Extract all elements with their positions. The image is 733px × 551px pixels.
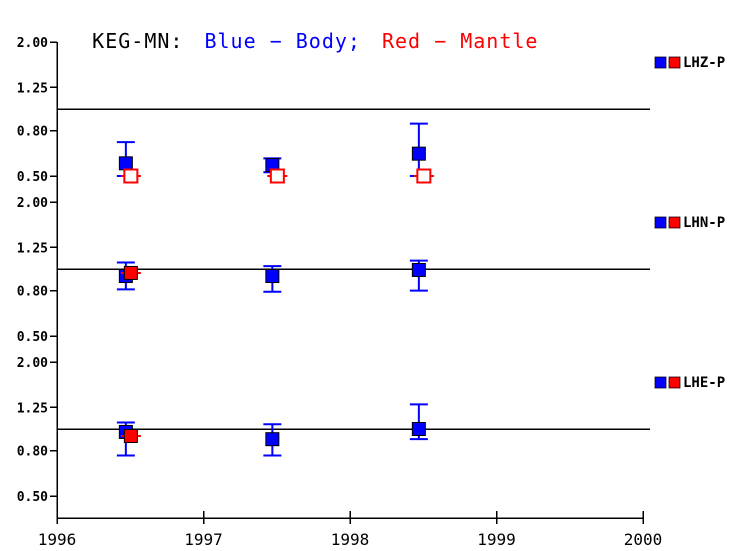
legend-label: LHN-P <box>683 215 725 231</box>
x-tick-label: 1997 <box>184 530 223 549</box>
legend-label: LHE-P <box>683 375 725 391</box>
x-tick-label: 1999 <box>477 530 516 549</box>
body-marker <box>411 146 426 161</box>
legend-mantle-swatch <box>668 56 681 69</box>
legend-body-swatch <box>654 216 667 229</box>
body-marker <box>411 422 426 436</box>
chart-title: KEG-MN: Blue − Body; Red − Mantle <box>40 5 538 77</box>
y-tick-label: 0.80 <box>17 445 48 460</box>
mantle-marker <box>123 168 139 184</box>
body-marker <box>265 432 280 447</box>
legend-body-swatch <box>654 376 667 389</box>
body-marker <box>118 156 133 171</box>
mantle-marker <box>123 265 138 280</box>
y-tick-label: 0.50 <box>17 170 48 185</box>
y-tick-label: 0.80 <box>17 285 48 300</box>
mantle-marker <box>269 168 285 184</box>
y-tick-label: 0.50 <box>17 330 48 345</box>
legend-mantle-swatch <box>668 216 681 229</box>
y-tick-label: 2.00 <box>17 36 48 51</box>
y-tick-label: 1.25 <box>17 401 48 416</box>
x-tick-label: 1996 <box>38 530 77 549</box>
x-tick-label: 1998 <box>331 530 370 549</box>
body-marker <box>265 269 280 284</box>
y-tick-label: 1.25 <box>17 81 48 96</box>
y-tick-label: 2.00 <box>17 196 48 211</box>
title-station: KEG-MN: <box>92 29 184 53</box>
legend-label: LHZ-P <box>683 55 725 71</box>
title-body-legend: Blue − Body; <box>204 29 361 53</box>
title-mantle-legend: Red − Mantle <box>381 29 539 53</box>
y-tick-label: 2.00 <box>17 356 48 371</box>
body-marker <box>411 262 426 277</box>
y-tick-label: 0.50 <box>17 490 48 505</box>
mantle-marker <box>123 429 138 444</box>
y-tick-label: 0.80 <box>17 125 48 140</box>
legend-mantle-swatch <box>668 376 681 389</box>
legend-body-swatch <box>654 56 667 69</box>
mantle-marker <box>416 168 432 184</box>
y-tick-label: 1.25 <box>17 241 48 256</box>
x-tick-label: 2000 <box>624 530 663 549</box>
